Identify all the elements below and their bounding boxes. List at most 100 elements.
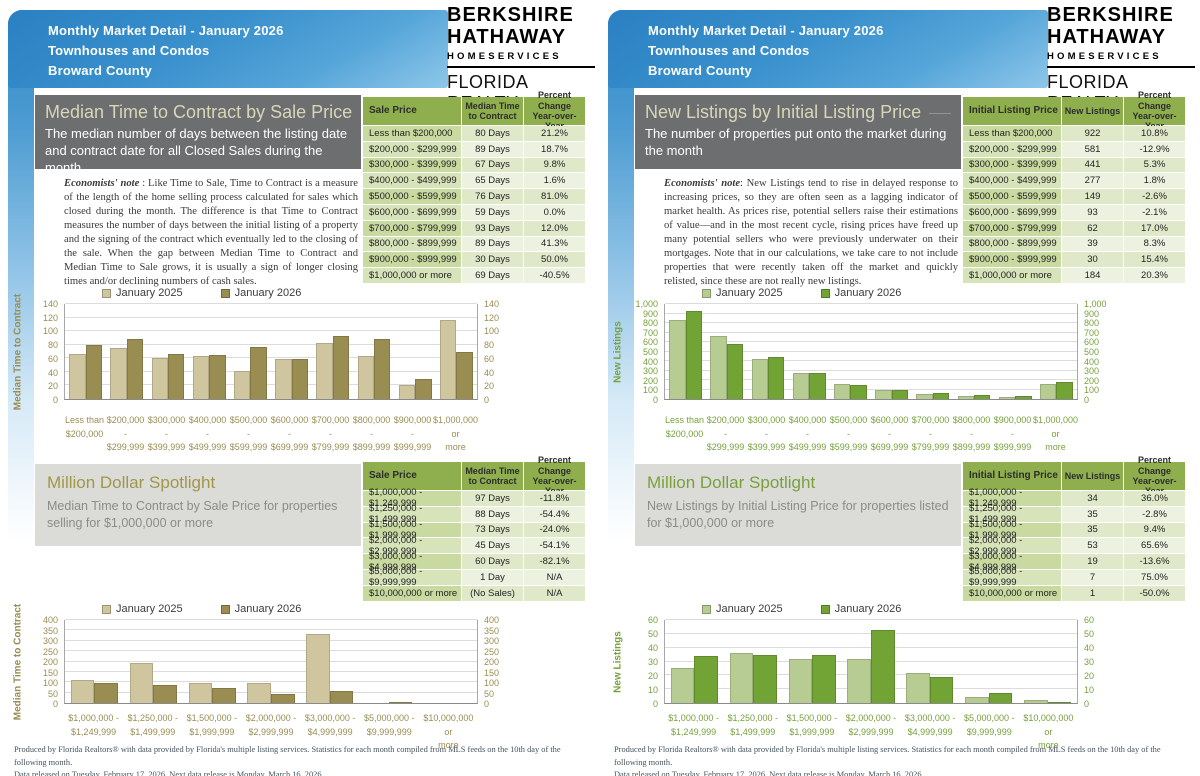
legend-item: January 2025 [702, 603, 783, 615]
legend-item: January 2026 [220, 603, 301, 615]
x-axis: Less than $200,000 $200,000 - $299,999 $30… [610, 414, 1112, 455]
table-header-row: Sale Price Median Time to Contract Percent… [363, 90, 585, 131]
column-header: Percent Change Year-over-Year [1123, 90, 1185, 131]
axis-tick-label: 200 [1084, 375, 1100, 386]
section-subtitle: The median number of days between the li… [45, 126, 348, 175]
table-cell: 65.6% [1123, 538, 1185, 554]
table-cell: 7 [1061, 569, 1123, 585]
table-row: $1,000,000 - $1,249,999 97 Days -11.8% [363, 487, 585, 509]
report-title-line3: Broward County [648, 63, 752, 79]
bar-jan-2025 [69, 354, 86, 399]
bar-group [871, 304, 912, 399]
x-axis-label: $400,000 - $499,999 [788, 415, 827, 452]
axis-tick-label: 100 [484, 678, 500, 688]
axis-tick-label: 10 [1084, 685, 1095, 696]
x-axis-label: $900,000 - $999,999 [393, 415, 432, 452]
table-cell: Less than $200,000 [963, 126, 1061, 141]
x-axis-label: $200,000 - $299,999 [706, 415, 745, 452]
column-header: New Listings [1061, 462, 1123, 490]
x-axis-labels: Less than $200,000 $200,000 - $299,999 $30… [64, 414, 478, 455]
gridline [665, 303, 1077, 304]
axis-tick-label: 0 [652, 395, 658, 405]
bar-jan-2026 [329, 690, 354, 703]
legend-label: January 2025 [716, 287, 783, 299]
page-accent-strip [8, 10, 34, 540]
bar-jan-2025 [710, 335, 727, 399]
chart-body: Median Time to Contract 0 20 40 60 80 100 120 14… [10, 294, 512, 411]
table-row: $10,000,000 or more (No Sales) N/A [363, 585, 585, 602]
gridline [665, 619, 1077, 620]
bar-jan-2026 [153, 684, 177, 703]
bar-jan-2025 [751, 359, 768, 399]
table-cell: $10,000,000 or more [963, 585, 1061, 601]
table-row: $300,000 - $399,999 441 5.3% [963, 157, 1185, 174]
x-axis-label: $3,000,000 - $4,999,999 [304, 713, 356, 737]
bar-jan-2025 [110, 348, 127, 399]
table-row: $1,250,000 - $1,499,999 88 Days -54.4% [363, 503, 585, 525]
table-cell: 67 Days [461, 157, 523, 173]
y-axis-title-text: Median Time to Contract [12, 293, 24, 411]
bar-jan-2026 [812, 654, 836, 703]
table-cell: 53 [1061, 538, 1123, 554]
bar-jan-2025 [233, 370, 251, 399]
logo-berkshire: BERKSHIRE [1047, 4, 1174, 26]
gridline [665, 369, 1077, 371]
table-header-row: Initial Listing Price New Listings Percent… [963, 90, 1185, 131]
x-axis-label: $1,500,000 - $1,999,999 [186, 713, 238, 737]
table-row: $2,000,000 - $2,999,999 45 Days -54.1% [363, 535, 585, 557]
axis-tick-label: 800 [642, 318, 658, 329]
table-row: $1,500,000 - $1,999,999 73 Days -24.0% [363, 519, 585, 541]
table-cell: $1,500,000 - $1,999,999 [363, 519, 461, 541]
legend-swatch [102, 288, 111, 298]
bar-group [65, 304, 106, 399]
table-cell: $1,250,000 - $1,499,999 [963, 503, 1061, 525]
logo-hathaway: HATHAWAY [447, 26, 567, 48]
x-axis-labels: $1,000,000 - $1,249,999 $1,250,000 - $1,4… [664, 712, 1078, 753]
legend-label: January 2025 [716, 603, 783, 615]
bar-jan-2025 [833, 384, 851, 399]
legend-label: January 2025 [116, 287, 183, 299]
axis-tick-label: 40 [47, 367, 58, 378]
chart-spotlight-new-listings: January 2025 January 2026 New Listings 0 10 2… [610, 602, 1112, 753]
column-header: Initial Listing Price [963, 462, 1061, 490]
y-axis-left: 0 10 20 30 40 50 60 [626, 615, 664, 709]
table-cell: 9.8% [523, 157, 585, 173]
gridline [665, 322, 1077, 323]
x-axis-label: $700,000 - $799,999 [911, 415, 950, 452]
legend-item: January 2026 [220, 287, 301, 299]
axis-tick-label: 700 [642, 327, 658, 338]
table-cell: $1,000,000 - $1,249,999 [963, 487, 1061, 509]
bar-group [230, 304, 271, 399]
table-cell: 93 Days [461, 220, 523, 236]
gridline [665, 360, 1077, 361]
bar-group [789, 304, 830, 399]
x-axis-label: $600,000 - $699,999 [270, 415, 309, 452]
axis-tick-label: 350 [42, 625, 58, 636]
axis-tick-label: 400 [642, 356, 658, 367]
spotlight-subtitle: New Listings by Initial Listing Price fo… [647, 499, 949, 530]
report-title-line1: Monthly Market Detail - January 2026 [648, 23, 884, 38]
axis-tick-label: 900 [1084, 308, 1100, 319]
axis-tick-label: 30 [647, 657, 658, 667]
y-axis-title-text: New Listings [612, 631, 624, 693]
bar-jan-2025 [906, 672, 930, 703]
table-cell: 441 [1061, 157, 1123, 173]
axis-tick-label: 250 [484, 646, 500, 657]
axis-tick-label: 40 [1084, 643, 1095, 654]
y-axis-left: 0 20 40 60 80 100 120 140 [26, 299, 64, 405]
axis-tick-label: 800 [1084, 318, 1100, 329]
legend-item: January 2026 [820, 287, 901, 299]
table-row: $1,000,000 or more 69 Days -40.5% [363, 268, 585, 284]
x-axis-label: $700,000 - $799,999 [311, 415, 350, 452]
bar-group [353, 304, 394, 399]
column-header: Percent Change Year-over-Year [523, 455, 585, 496]
x-axis-spacer [610, 414, 664, 455]
bar-jan-2025 [247, 682, 271, 703]
bar-group [1036, 304, 1077, 399]
x-axis-spacer [478, 414, 512, 455]
axis-tick-label: 0 [484, 699, 490, 709]
gridline [665, 331, 1077, 333]
bar-group [189, 304, 230, 399]
bar-group [242, 620, 301, 703]
table-cell: $400,000 - $499,999 [363, 173, 461, 189]
